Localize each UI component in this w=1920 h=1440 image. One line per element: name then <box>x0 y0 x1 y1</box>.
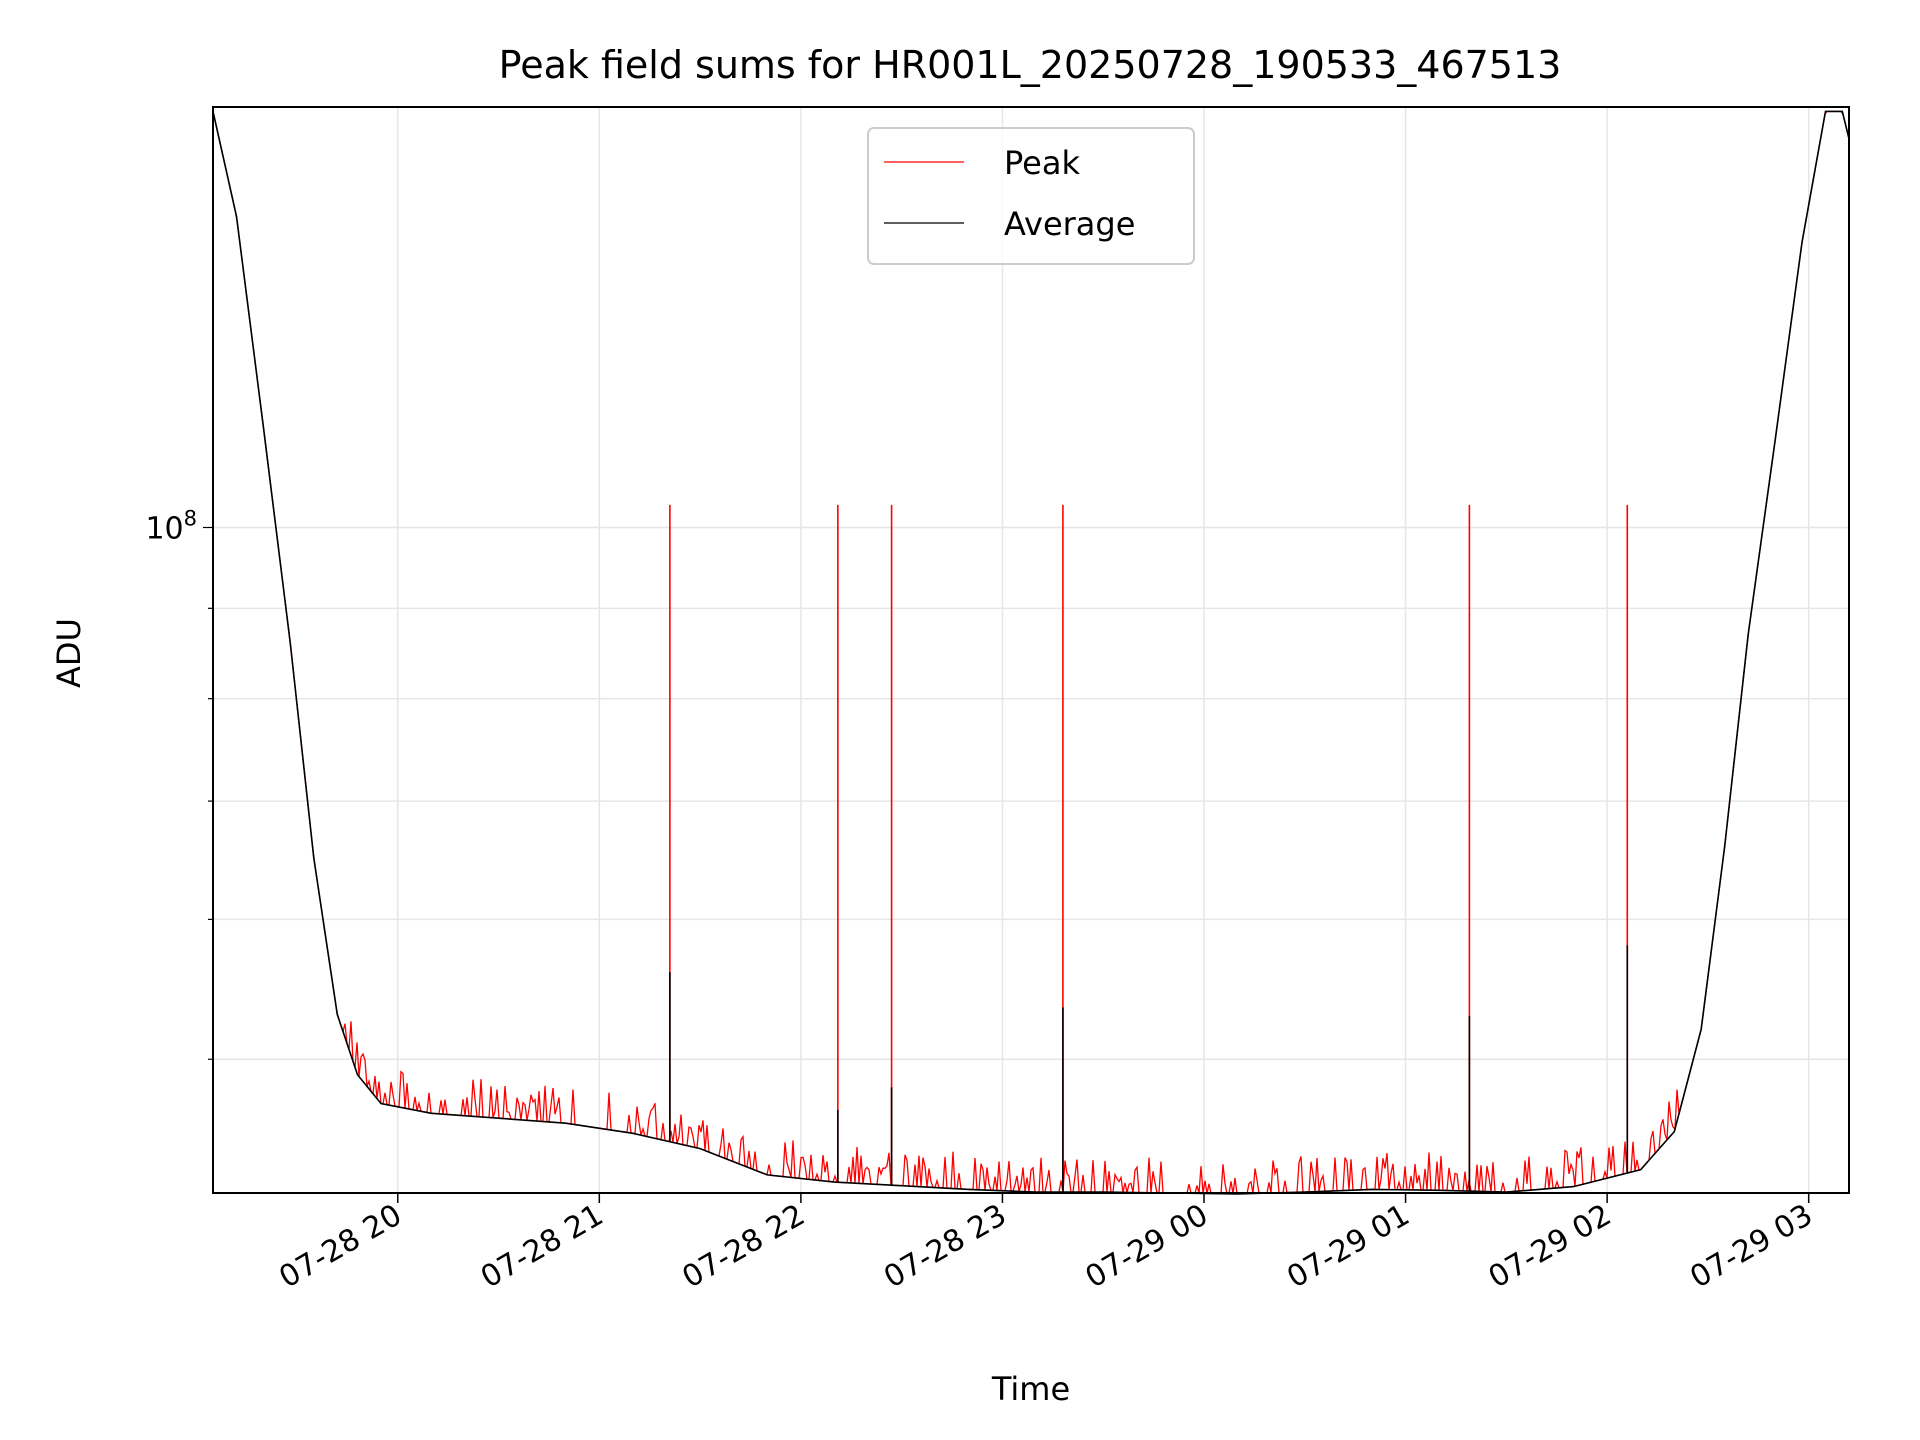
legend: Peak Average <box>867 127 1195 265</box>
y-axis: 108 <box>145 506 213 1060</box>
y-axis-label: ADU <box>50 618 88 688</box>
y-tick-label: 108 <box>145 506 197 546</box>
legend-average-label: Average <box>1004 205 1135 243</box>
chart-title: Peak field sums for HR001L_20250728_1905… <box>499 43 1562 87</box>
grid <box>213 107 1849 1193</box>
legend-peak-label: Peak <box>1004 144 1080 182</box>
plot-frame <box>212 106 1850 1194</box>
x-axis-label: Time <box>991 1370 1070 1408</box>
